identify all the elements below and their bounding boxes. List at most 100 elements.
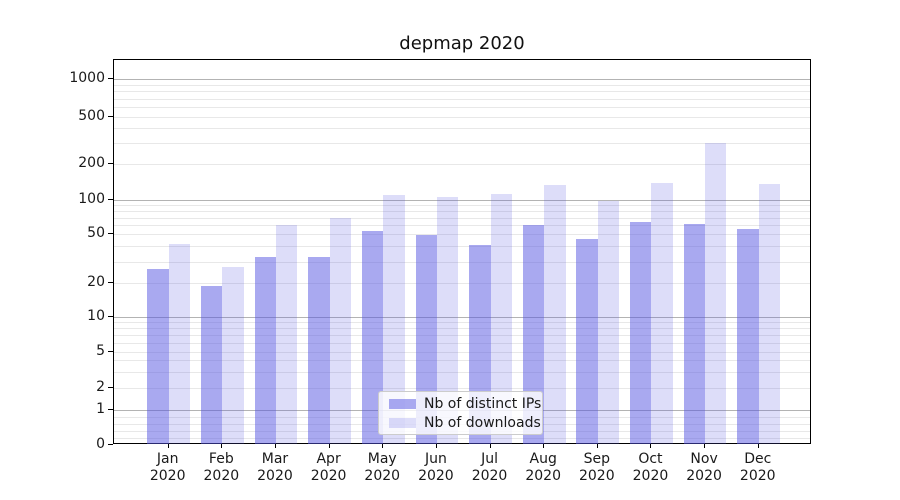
x-tick-label: Feb 2020 <box>203 451 240 484</box>
y-tick-mark <box>108 233 113 235</box>
x-tick-label: Jun 2020 <box>418 451 454 484</box>
y-tick-mark <box>108 282 113 284</box>
legend-swatch-downloads <box>389 417 416 428</box>
y-tick-label: 5 <box>96 342 105 359</box>
minor-gridline <box>114 128 810 130</box>
y-tick-label: 10 <box>87 308 105 324</box>
y-tick-label: 2 <box>96 378 105 395</box>
x-tick-mark <box>596 444 598 448</box>
x-tick-label: Oct 2020 <box>632 451 669 484</box>
y-tick-mark <box>108 316 113 317</box>
bar-downloads-aug <box>544 184 566 444</box>
minor-gridline <box>114 261 810 263</box>
minor-gridline <box>114 84 810 86</box>
bar-downloads-jul <box>490 194 512 444</box>
bar-distinct-ips-dec <box>737 228 759 444</box>
x-tick-label: Jul 2020 <box>471 451 508 484</box>
minor-gridline <box>114 234 810 236</box>
minor-gridline <box>114 116 810 118</box>
bar-distinct-ips-sep <box>576 238 598 444</box>
x-tick-mark <box>221 444 223 448</box>
x-tick-label: Sep 2020 <box>578 451 615 484</box>
bar-downloads-jan <box>168 243 191 444</box>
y-tick-mark <box>108 115 113 117</box>
minor-gridline <box>114 211 810 213</box>
y-tick-label: 500 <box>78 107 105 124</box>
bar-downloads-jun <box>436 197 459 444</box>
minor-gridline <box>114 283 810 285</box>
x-tick-mark <box>382 444 384 448</box>
legend-item-downloads: Nb of downloads <box>389 415 542 431</box>
y-tick-label: 100 <box>78 191 105 207</box>
major-gridline <box>114 200 810 201</box>
x-tick-label: May 2020 <box>364 451 401 484</box>
x-tick-mark <box>704 444 706 448</box>
x-tick-mark <box>650 444 652 448</box>
bar-distinct-ips-feb <box>200 285 223 444</box>
y-tick-label: 1000 <box>69 70 105 87</box>
minor-gridline <box>114 360 810 362</box>
bar-distinct-ips-oct <box>630 222 652 444</box>
x-tick-mark <box>274 444 276 448</box>
legend-swatch-distinct-ips <box>389 398 416 409</box>
minor-gridline <box>114 328 810 330</box>
bar-downloads-feb <box>222 267 244 444</box>
y-tick-mark <box>108 409 113 410</box>
minor-gridline <box>114 164 810 166</box>
minor-gridline <box>114 246 810 248</box>
x-tick-mark <box>167 444 169 448</box>
minor-gridline <box>114 217 810 219</box>
legend-label-distinct-ips: Nb of distinct IPs <box>424 395 542 412</box>
y-tick-label: 0 <box>96 436 105 452</box>
bar-downloads-apr <box>329 217 351 444</box>
minor-gridline <box>114 387 810 389</box>
bar-downloads-sep <box>597 200 620 444</box>
major-gridline <box>114 79 810 81</box>
y-tick-label: 50 <box>87 225 105 242</box>
x-tick-mark <box>435 444 437 448</box>
legend: Nb of distinct IPs Nb of downloads <box>378 391 543 435</box>
y-tick-mark <box>108 444 113 445</box>
minor-gridline <box>114 438 810 439</box>
y-tick-mark <box>108 78 113 80</box>
bar-distinct-ips-nov <box>683 223 706 444</box>
x-tick-label: Mar 2020 <box>257 451 293 484</box>
x-tick-mark <box>328 444 330 448</box>
bar-distinct-ips-apr <box>308 256 330 444</box>
bar-distinct-ips-mar <box>254 256 276 444</box>
legend-label-downloads: Nb of downloads <box>424 414 541 431</box>
x-tick-label: Jan 2020 <box>149 451 186 484</box>
major-gridline <box>114 317 810 318</box>
x-tick-label: Nov 2020 <box>686 451 722 484</box>
minor-gridline <box>114 205 810 207</box>
y-tick-mark <box>108 163 113 165</box>
y-tick-label: 20 <box>87 274 105 291</box>
y-tick-mark <box>108 350 113 352</box>
bar-downloads-oct <box>651 182 673 444</box>
x-tick-mark <box>489 444 491 448</box>
y-tick-label: 1 <box>96 401 105 417</box>
x-tick-label: Apr 2020 <box>310 451 347 484</box>
x-tick-mark <box>757 444 759 448</box>
minor-gridline <box>114 351 810 353</box>
minor-gridline <box>114 91 810 93</box>
bar-downloads-nov <box>705 143 727 444</box>
bar-distinct-ips-may <box>361 231 384 444</box>
y-tick-mark <box>108 386 113 388</box>
minor-gridline <box>114 342 810 344</box>
bar-distinct-ips-aug <box>522 225 545 444</box>
minor-gridline <box>114 98 810 100</box>
x-tick-mark <box>543 444 545 448</box>
bar-downloads-mar <box>275 225 298 444</box>
bar-downloads-may <box>383 195 405 444</box>
x-tick-label: Dec 2020 <box>739 451 776 484</box>
legend-item-distinct-ips: Nb of distinct IPs <box>389 396 542 412</box>
chart-title: depmap 2020 <box>399 33 525 54</box>
minor-gridline <box>114 143 810 145</box>
bar-distinct-ips-jan <box>147 269 169 444</box>
minor-gridline <box>114 322 810 324</box>
y-tick-mark <box>108 199 113 200</box>
x-tick-label: Aug 2020 <box>525 451 561 484</box>
minor-gridline <box>114 371 810 373</box>
